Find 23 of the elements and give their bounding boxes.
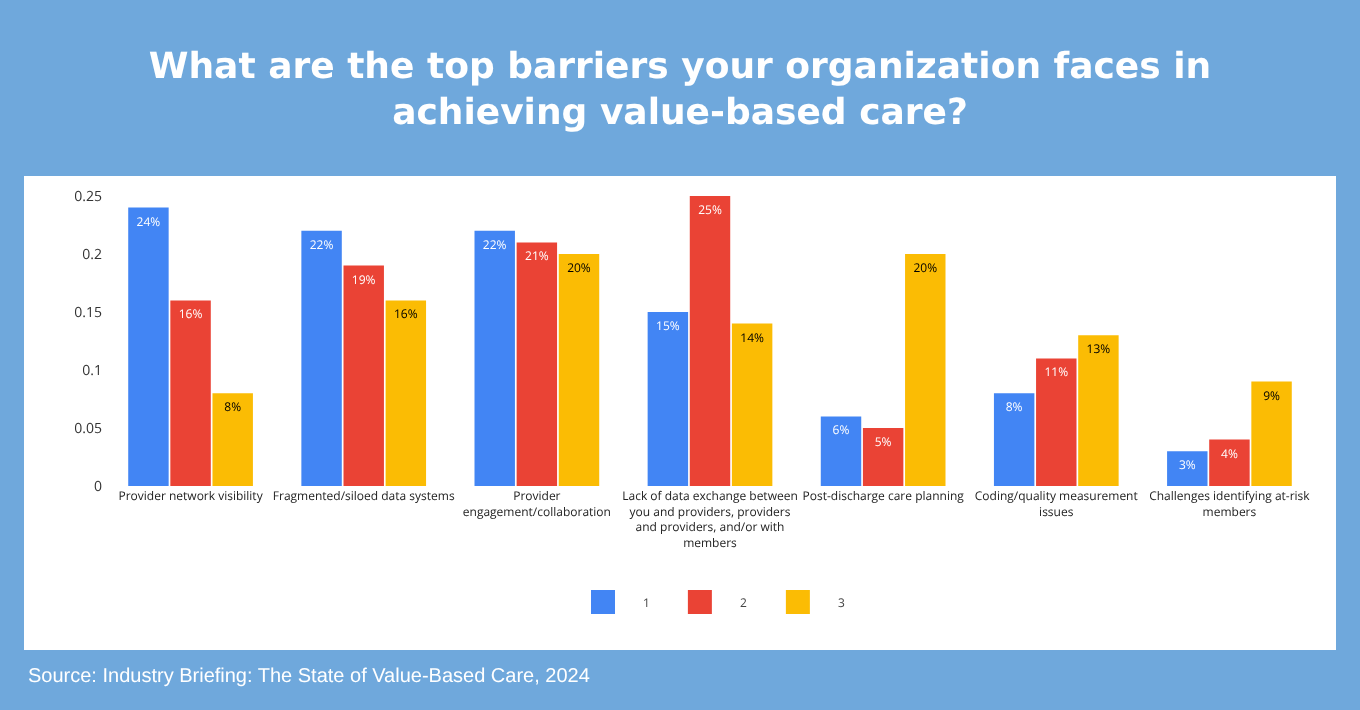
- bar: [558, 254, 600, 486]
- bar: [689, 196, 731, 486]
- bar: [301, 230, 342, 486]
- bar: [905, 254, 946, 486]
- bar: [1209, 439, 1250, 486]
- bar: [1251, 381, 1292, 486]
- bar: [820, 416, 862, 486]
- bar: [862, 428, 904, 486]
- bar: [516, 242, 558, 486]
- bar: [385, 300, 427, 486]
- chart-title: What are the top barriers your organization faces in achieving value-based care?: [146, 44, 1214, 136]
- bar: [474, 230, 515, 486]
- bar: [1036, 358, 1077, 486]
- bar: [1078, 335, 1119, 486]
- bar: [647, 312, 689, 486]
- bar: [212, 393, 253, 486]
- bar: [128, 207, 169, 486]
- bar: [731, 323, 773, 486]
- bar: [993, 393, 1035, 486]
- bar: [343, 265, 384, 486]
- source-note: Source: Industry Briefing: The State of Value-Based Care, 2024: [28, 666, 590, 688]
- bar: [170, 300, 211, 486]
- bar: [1167, 451, 1208, 486]
